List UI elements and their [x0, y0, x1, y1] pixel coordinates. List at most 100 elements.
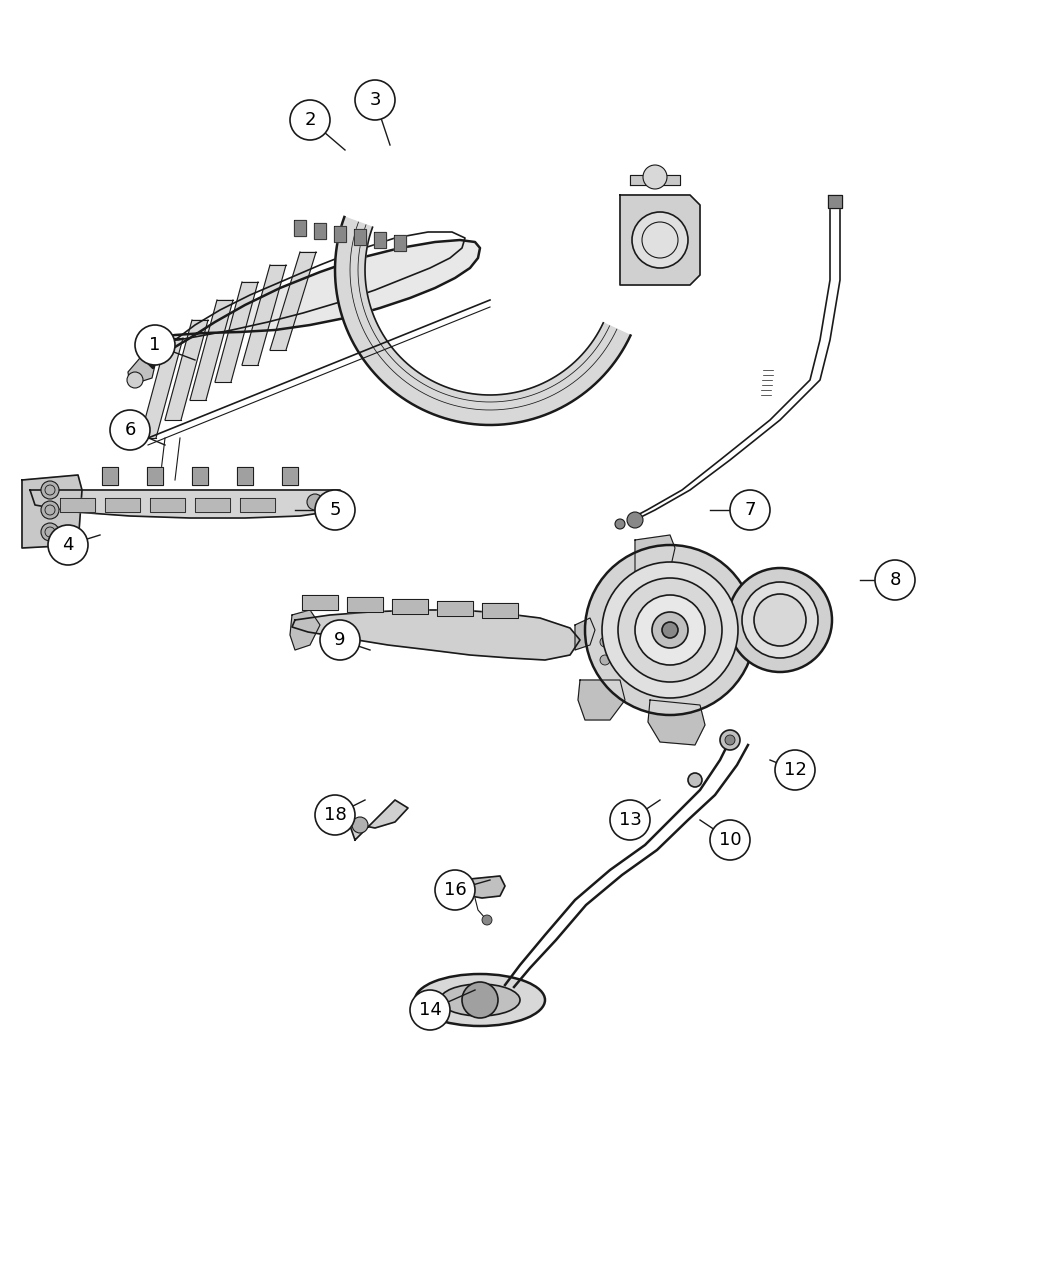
Polygon shape — [30, 490, 345, 518]
Circle shape — [323, 501, 337, 515]
Circle shape — [462, 982, 498, 1017]
Circle shape — [348, 599, 358, 609]
Circle shape — [754, 594, 806, 646]
Ellipse shape — [440, 984, 520, 1016]
Circle shape — [435, 870, 475, 910]
Polygon shape — [237, 467, 253, 484]
Circle shape — [462, 603, 472, 613]
Circle shape — [602, 562, 738, 697]
Polygon shape — [302, 595, 338, 609]
Polygon shape — [648, 700, 705, 745]
Polygon shape — [215, 282, 258, 382]
Circle shape — [618, 578, 722, 682]
Polygon shape — [354, 230, 366, 245]
Circle shape — [315, 490, 355, 530]
Circle shape — [48, 525, 88, 565]
Circle shape — [600, 638, 610, 646]
Circle shape — [610, 799, 650, 840]
Polygon shape — [22, 476, 82, 548]
Polygon shape — [458, 876, 505, 898]
Circle shape — [585, 544, 755, 715]
Circle shape — [755, 640, 765, 650]
Circle shape — [600, 655, 610, 666]
Text: 14: 14 — [419, 1001, 441, 1019]
Polygon shape — [195, 499, 230, 513]
Text: 1: 1 — [149, 337, 161, 354]
Circle shape — [352, 817, 367, 833]
Polygon shape — [165, 320, 208, 419]
Circle shape — [393, 601, 403, 611]
Circle shape — [728, 567, 832, 672]
Circle shape — [755, 620, 765, 630]
Polygon shape — [105, 499, 140, 513]
Circle shape — [482, 915, 492, 924]
Circle shape — [635, 595, 705, 666]
Polygon shape — [242, 265, 286, 365]
Circle shape — [290, 99, 330, 140]
Circle shape — [652, 612, 688, 648]
Circle shape — [303, 597, 313, 607]
Text: 10: 10 — [718, 831, 741, 849]
Polygon shape — [630, 175, 680, 185]
Polygon shape — [190, 300, 233, 400]
Text: 9: 9 — [334, 631, 345, 649]
Circle shape — [688, 773, 702, 787]
Circle shape — [327, 597, 337, 607]
Polygon shape — [314, 223, 326, 238]
Polygon shape — [346, 597, 383, 612]
Polygon shape — [240, 499, 275, 513]
Polygon shape — [292, 609, 580, 660]
Circle shape — [41, 501, 59, 519]
Polygon shape — [335, 217, 630, 425]
Polygon shape — [282, 467, 298, 484]
Polygon shape — [620, 195, 700, 286]
Circle shape — [417, 601, 427, 611]
Text: 12: 12 — [783, 761, 806, 779]
Circle shape — [710, 820, 750, 861]
Circle shape — [110, 411, 150, 450]
Polygon shape — [635, 536, 675, 572]
Polygon shape — [575, 618, 595, 650]
Polygon shape — [437, 601, 472, 616]
Text: 6: 6 — [124, 421, 135, 439]
Circle shape — [775, 750, 815, 790]
Polygon shape — [392, 599, 428, 615]
Circle shape — [755, 601, 765, 609]
Circle shape — [632, 212, 688, 268]
Circle shape — [135, 325, 175, 365]
Polygon shape — [374, 232, 386, 249]
Circle shape — [307, 493, 323, 510]
Text: 4: 4 — [62, 536, 74, 555]
Polygon shape — [128, 354, 155, 385]
Circle shape — [483, 606, 493, 615]
Text: 16: 16 — [443, 881, 466, 899]
Text: 18: 18 — [323, 806, 346, 824]
Circle shape — [643, 164, 667, 189]
Circle shape — [315, 796, 355, 835]
Circle shape — [372, 599, 382, 609]
Polygon shape — [348, 799, 408, 840]
Text: 2: 2 — [304, 111, 316, 129]
Polygon shape — [192, 467, 208, 484]
Polygon shape — [102, 467, 118, 484]
Polygon shape — [140, 338, 183, 439]
Circle shape — [41, 523, 59, 541]
Text: 8: 8 — [889, 571, 901, 589]
Polygon shape — [150, 499, 185, 513]
Circle shape — [724, 734, 735, 745]
Circle shape — [742, 581, 818, 658]
Ellipse shape — [415, 974, 545, 1026]
Circle shape — [320, 620, 360, 660]
Polygon shape — [290, 609, 320, 650]
Circle shape — [127, 372, 143, 388]
Polygon shape — [482, 603, 518, 618]
Polygon shape — [60, 499, 94, 513]
Polygon shape — [147, 467, 163, 484]
Circle shape — [507, 606, 517, 615]
Circle shape — [875, 560, 915, 601]
Text: 5: 5 — [330, 501, 341, 519]
Polygon shape — [394, 235, 406, 251]
Circle shape — [720, 731, 740, 750]
Circle shape — [730, 490, 770, 530]
Polygon shape — [828, 195, 842, 208]
